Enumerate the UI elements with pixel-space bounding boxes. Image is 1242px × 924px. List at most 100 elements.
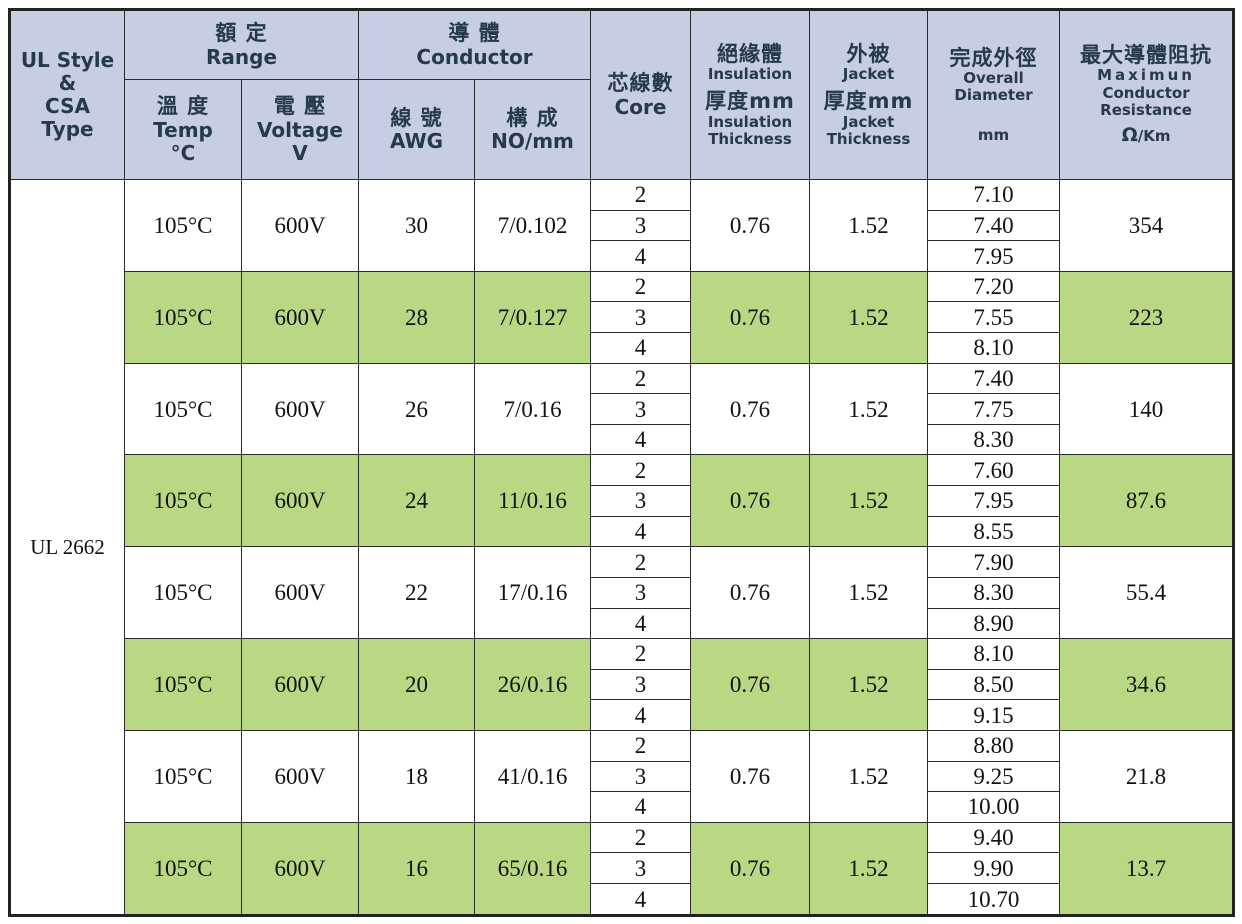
insulation-header: 絕緣體 Insulation 厚度mm Insulation Thickness (690, 9, 811, 180)
voltage-cell: 600V (240, 821, 360, 917)
table-body: UL 2662 105°C 600V 30 7/0.102 2 0.76 1.52 7.10 35… (9, 179, 1235, 917)
table-row: 4 9.15 (10, 699, 1234, 731)
core-header: 芯線數 Core (590, 9, 692, 180)
insulation-header-cn: 絕緣體 (717, 41, 784, 66)
core-cell: 2 (590, 179, 692, 211)
table-row: 4 8.90 (10, 607, 1234, 640)
insulation-cell: 0.76 (690, 454, 811, 548)
range-header: 額 定 Range (123, 9, 360, 80)
voltage-cell: 600V (240, 362, 360, 456)
core-cell: 2 (590, 270, 692, 303)
table-row: UL 2662 105°C 600V 30 7/0.102 2 0.76 1.52 7.10 35… (9, 179, 1235, 916)
overall-diameter-header: 完成外徑 Overall Diameter mm (927, 9, 1061, 180)
voltage-header-unit: V (292, 140, 308, 165)
temp-cell: 105°C (124, 270, 242, 364)
core-cell: 3 (590, 760, 692, 793)
jacket-cell: 1.52 (809, 179, 929, 272)
awg-cell: 28 (358, 270, 476, 364)
table-row: 4 7.95 (10, 240, 1234, 272)
style-header: UL Style & CSA Type (9, 9, 125, 180)
temp-header-unit: °C (170, 140, 196, 165)
core-cell: 2 (590, 362, 692, 395)
awg-header-cn: 線 號 (390, 105, 443, 130)
core-cell: 4 (590, 240, 692, 272)
voltage-header: 電 壓 Voltage V (240, 79, 360, 180)
table-row: 105°C 600V 26 7/0.16 2 0.76 1.52 7.40 140 (10, 362, 1235, 456)
jacket-cell: 1.52 (809, 454, 929, 548)
table-row: 105°C 600V 28 7/0.127 2 0.76 1.52 7.20 223 (10, 270, 1235, 364)
core-cell: 4 (590, 883, 692, 916)
insulation-thickness-cn: 厚度mm (705, 89, 795, 114)
core-cell: 4 (590, 791, 692, 823)
resistance-cell: 21.8 (1059, 729, 1235, 823)
temp-cell: 105°C (124, 729, 242, 823)
overall-diameter-cell: 7.20 (927, 270, 1061, 303)
conductor-header-en: Conductor (416, 44, 533, 69)
core-cell: 3 (590, 576, 692, 609)
insulation-thickness-en2: Thickness (708, 129, 792, 148)
overall-diameter-cell: 8.10 (927, 638, 1061, 670)
overall-diameter-cell: 9.15 (927, 699, 1061, 731)
voltage-cell: 600V (240, 638, 360, 731)
core-cell: 2 (590, 821, 692, 854)
overall-diameter-cell: 7.95 (927, 485, 1061, 517)
core-cell: 2 (590, 546, 692, 578)
awg-cell: 16 (358, 821, 476, 917)
core-cell: 2 (590, 454, 692, 487)
resistance-cell: 87.6 (1059, 454, 1235, 548)
overall-diameter-cell: 7.95 (927, 240, 1061, 272)
conductor-header: 導 體 Conductor (358, 9, 592, 80)
overall-diameter-cell: 7.90 (927, 546, 1061, 578)
insulation-cell: 0.76 (690, 821, 811, 917)
overall-diameter-cell: 8.55 (927, 515, 1061, 548)
table-row: 3 8.50 (10, 668, 1234, 701)
resistance-cell: 140 (1059, 362, 1235, 456)
core-cell: 3 (590, 209, 692, 242)
resistance-header-en2: Conductor (1102, 83, 1190, 102)
core-header-en: Core (614, 94, 667, 119)
voltage-cell: 600V (240, 270, 360, 364)
insulation-cell: 0.76 (690, 638, 811, 731)
resistance-cell: 223 (1059, 270, 1235, 364)
nomm-cell: 7/0.102 (474, 179, 592, 272)
awg-cell: 24 (358, 454, 476, 548)
voltage-header-cn: 電 壓 (273, 94, 327, 119)
jacket-cell: 1.52 (809, 821, 929, 917)
table-row: 105°C 600V 20 26/0.16 2 0.76 1.52 8.10 34.6 (10, 638, 1235, 731)
temp-cell: 105°C (124, 362, 242, 456)
jacket-cell: 1.52 (809, 638, 929, 731)
overall-diameter-cell: 9.90 (927, 852, 1061, 885)
temp-header-cn: 溫 度 (156, 94, 210, 119)
overall-diameter-cell: 8.30 (927, 423, 1061, 456)
table-row: 4 8.10 (10, 332, 1234, 364)
jacket-header: 外被 Jacket 厚度mm Jacket Thickness (809, 9, 929, 180)
overall-diameter-cell: 7.10 (927, 179, 1061, 211)
insulation-cell: 0.76 (690, 729, 811, 823)
temp-header: 溫 度 Temp °C (124, 79, 242, 180)
temp-cell: 105°C (124, 454, 242, 548)
style-header-line2: & (58, 71, 77, 95)
jacket-header-cn: 外被 (846, 41, 891, 66)
awg-cell: 18 (358, 729, 476, 823)
overall-diameter-en1: Overall (963, 69, 1024, 88)
insulation-cell: 0.76 (690, 179, 811, 272)
jacket-cell: 1.52 (809, 270, 929, 364)
jacket-cell: 1.52 (809, 362, 929, 456)
jacket-cell: 1.52 (809, 546, 929, 640)
table-row: 105°C 600V 22 17/0.16 2 0.76 1.52 7.90 55.4 (10, 546, 1235, 640)
table-row: 4 8.55 (10, 515, 1234, 548)
awg-cell: 30 (358, 179, 476, 272)
overall-diameter-cell: 7.40 (927, 362, 1061, 395)
resistance-header-cn: 最大導體阻抗 (1080, 43, 1213, 68)
core-cell: 2 (590, 638, 692, 670)
table-row: 105°C 600V 18 41/0.16 2 0.76 1.52 8.80 21.8 (10, 729, 1235, 823)
resistance-cell: 34.6 (1059, 638, 1235, 731)
nomm-header-cn: 構 成 (506, 105, 559, 130)
table-row: 4 10.00 (10, 791, 1234, 823)
core-cell: 4 (590, 607, 692, 640)
insulation-header-en: Insulation (707, 65, 793, 84)
ul-style-cell: UL 2662 (9, 179, 125, 916)
style-header-line4: Type (41, 117, 94, 141)
temp-cell: 105°C (124, 179, 242, 272)
table-row: 3 8.30 (10, 576, 1234, 609)
